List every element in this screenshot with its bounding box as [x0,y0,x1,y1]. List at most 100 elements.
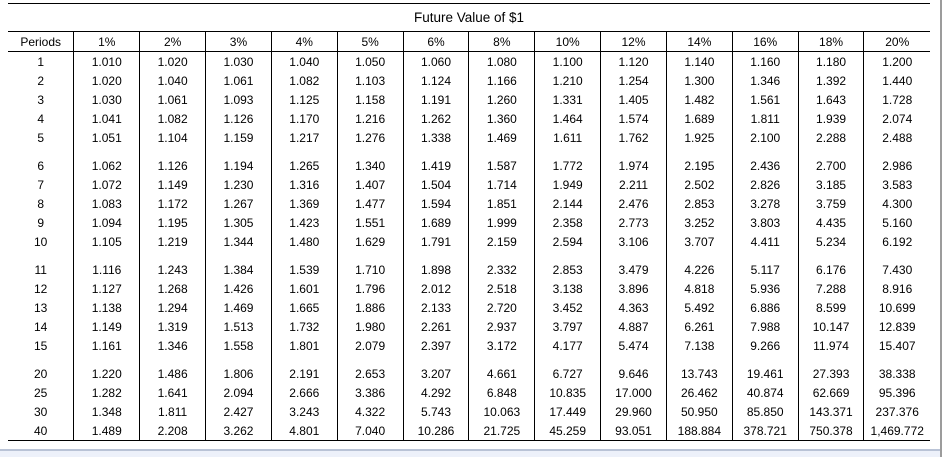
value-cell: 1.980 [336,317,404,336]
value-cell: 85.850 [731,402,799,421]
value-cell: 1.801 [270,336,338,355]
spacer-cell [139,251,206,260]
value-cell: 1.925 [665,128,733,147]
value-cell: 17.000 [600,383,667,402]
value-cell: 1.100 [534,51,601,71]
value-cell: 1.061 [139,90,206,109]
value-cell: 1.262 [402,109,469,128]
rate-column-header: 14% [665,31,733,52]
value-cell: 1.010 [73,51,140,71]
value-cell: 1.806 [205,364,272,383]
value-cell: 237.376 [863,402,930,421]
value-cell: 1.689 [665,109,733,128]
value-cell: 5.160 [863,213,930,232]
value-cell: 3.896 [600,279,667,298]
value-cell: 2.436 [731,156,799,175]
value-cell: 1.082 [139,109,206,128]
value-cell: 3.583 [863,175,930,194]
value-cell: 4.226 [665,260,733,279]
value-cell: 10.063 [468,402,535,421]
value-cell: 1.611 [534,128,601,147]
value-cell: 5.117 [731,260,799,279]
value-cell: 1.200 [863,51,930,71]
value-cell: 29.960 [600,402,667,421]
spacer-cell [402,355,469,364]
value-cell: 1.574 [600,109,667,128]
value-cell: 1.191 [402,90,469,109]
value-cell: 1.282 [73,383,140,402]
period-cell: 20 [33,366,48,381]
value-cell: 1.020 [139,51,206,71]
value-cell: 1.051 [73,128,140,147]
value-cell: 3.386 [336,383,404,402]
value-cell: 2.358 [534,213,601,232]
value-cell: 1.030 [205,51,272,71]
spacer-cell [139,147,206,156]
table-row: 2 1.020 1.040 1.061 1.082 1.103 1.124 1.166 1.21… [8,71,930,90]
value-cell: 2.261 [402,317,469,336]
spacer-cell [731,147,799,156]
value-cell: 4.177 [534,336,601,355]
value-cell: 3.252 [665,213,733,232]
value-cell: 6.727 [534,364,601,383]
value-cell: 19.461 [731,364,799,383]
spacer-cell [8,147,74,156]
value-cell: 1.851 [468,194,535,213]
table-row: 6 1.062 1.126 1.194 1.265 1.340 1.419 1.587 1.77… [8,156,930,175]
value-cell: 1.126 [139,156,206,175]
table-row: 4 1.041 1.082 1.126 1.170 1.216 1.262 1.360 1.46… [8,109,930,128]
value-cell: 1.489 [73,421,140,441]
value-cell: 1.939 [797,109,864,128]
value-cell: 8.599 [797,298,864,317]
value-cell: 1.061 [205,71,272,90]
table-row: 5 1.051 1.104 1.159 1.217 1.276 1.338 1.469 1.61… [8,128,930,147]
value-cell: 2.144 [534,194,601,213]
value-cell: 45.259 [534,421,601,441]
value-cell: 7.138 [665,336,733,355]
periods-column-header: Periods [8,31,74,52]
value-cell: 1.180 [797,51,864,71]
value-cell: 2.159 [468,232,535,251]
value-cell: 1.480 [270,232,338,251]
spacer-cell [205,251,272,260]
value-cell: 2.720 [468,298,535,317]
value-cell: 1.125 [270,90,338,109]
rate-column-header: 8% [468,31,535,52]
value-cell: 1.116 [73,260,140,279]
spacer-cell [402,251,469,260]
spacer-cell [73,355,140,364]
value-cell: 1.138 [73,298,140,317]
value-cell: 1.886 [336,298,404,317]
value-cell: 1.103 [336,71,404,90]
value-cell: 2.079 [336,336,404,355]
value-cell: 1.194 [205,156,272,175]
value-cell: 1.243 [139,260,206,279]
value-cell: 1.161 [73,336,140,355]
value-cell: 1.464 [534,109,601,128]
value-cell: 3.207 [402,364,469,383]
rate-column-header: 12% [600,31,667,52]
value-cell: 1.601 [270,279,338,298]
value-cell: 1.558 [205,336,272,355]
spacer-cell [8,355,74,364]
value-cell: 7.988 [731,317,799,336]
value-cell: 4.411 [731,232,799,251]
table-row: 25 1.282 1.641 2.094 2.666 3.386 4.292 6.848 10.… [8,383,930,402]
value-cell: 1.300 [665,71,733,90]
value-cell: 1.551 [336,213,404,232]
spacer-cell [665,147,733,156]
value-cell: 15.407 [863,336,930,355]
value-cell: 2.653 [336,364,404,383]
value-cell: 2.074 [863,109,930,128]
value-cell: 17.449 [534,402,601,421]
title-row: Future Value of $1 [8,3,930,32]
value-cell: 1.348 [73,402,140,421]
value-cell: 1.629 [336,232,404,251]
table-row: 12 1.127 1.268 1.426 1.601 1.796 2.012 2.518 3.1… [8,279,930,298]
value-cell: 1.728 [863,90,930,109]
value-cell: 2.191 [270,364,338,383]
value-cell: 1.093 [205,90,272,109]
value-cell: 21.725 [468,421,535,441]
value-cell: 1.020 [73,71,140,90]
value-cell: 3.759 [797,194,864,213]
